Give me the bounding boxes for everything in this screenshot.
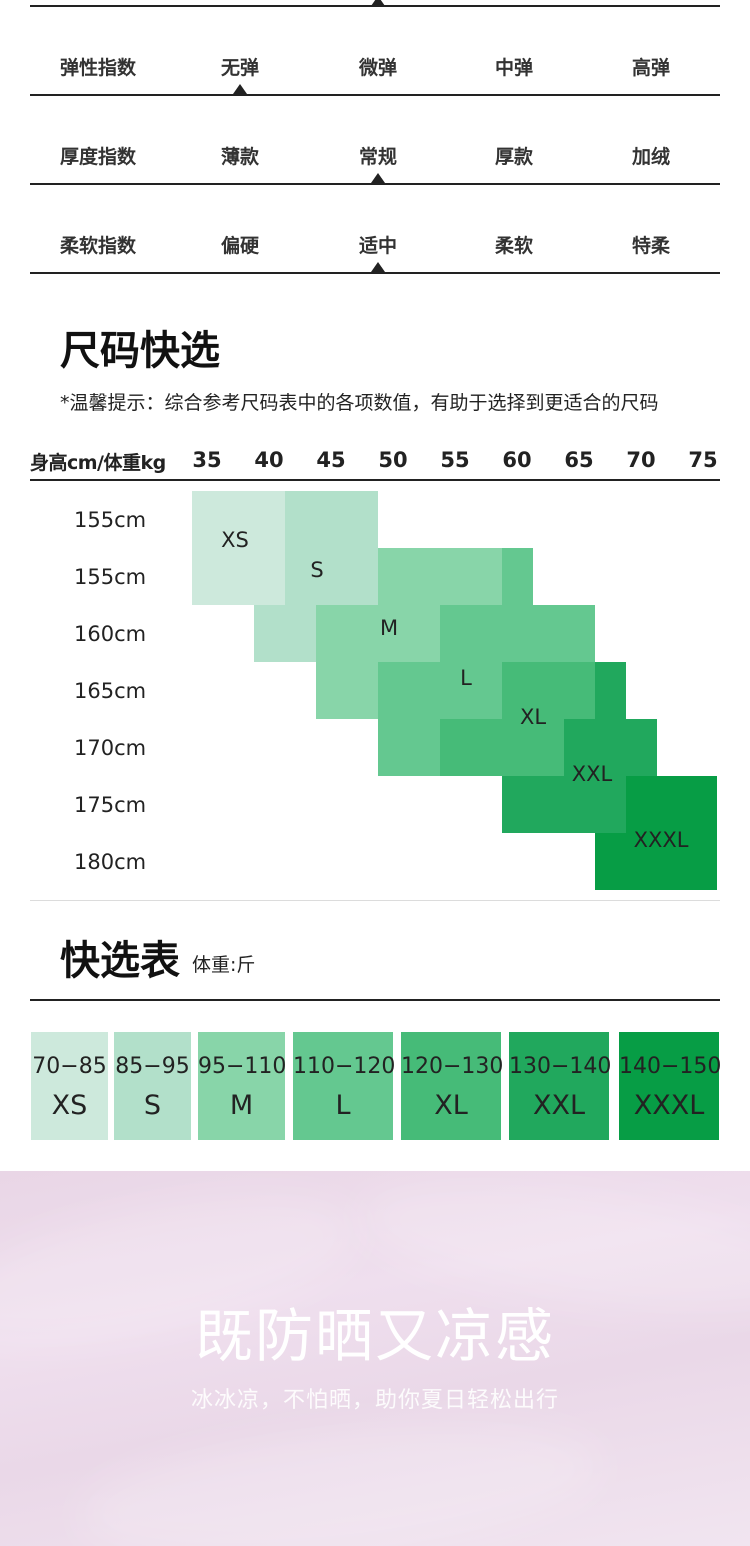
size-label-xxl: XXL xyxy=(571,762,613,786)
weight-header: 65 xyxy=(564,448,594,472)
size-block-l xyxy=(502,548,533,605)
softness-marker xyxy=(371,262,385,272)
weight-header: 55 xyxy=(440,448,470,472)
thickness-label: 厚度指数 xyxy=(60,146,137,168)
quick-card-l: 110−120 L xyxy=(293,1032,396,1140)
size-label-s: S xyxy=(310,558,324,582)
elasticity-option: 无弹 xyxy=(220,57,260,79)
top-divider xyxy=(30,5,720,7)
size-block-m xyxy=(378,548,502,605)
quick-card-range: 70−85 xyxy=(32,1054,107,1079)
quick-card-xs: 70−85 XS xyxy=(31,1032,108,1140)
fabric-texture xyxy=(75,1404,605,1546)
weight-header: 35 xyxy=(192,448,222,472)
thickness-marker xyxy=(371,173,385,183)
quick-card-range: 120−130 xyxy=(401,1054,504,1079)
size-block-l xyxy=(440,605,595,662)
size-quick-select-title: 尺码快选 xyxy=(60,328,220,374)
quick-table-divider xyxy=(30,999,720,1001)
thickness-divider xyxy=(30,183,720,185)
weight-header: 50 xyxy=(378,448,408,472)
height-label: 160cm xyxy=(74,622,147,646)
elasticity-divider xyxy=(30,94,720,96)
quick-table-title: 快选表 xyxy=(60,938,180,984)
size-block-xxxl xyxy=(626,776,717,833)
height-label: 175cm xyxy=(74,793,147,817)
size-block-xs xyxy=(192,491,285,605)
weight-header: 70 xyxy=(626,448,656,472)
quick-card-size: XXL xyxy=(532,1090,586,1121)
weight-header: 60 xyxy=(502,448,532,472)
softness-label: 柔软指数 xyxy=(60,235,137,257)
size-table-header-label: 身高cm/体重kg xyxy=(30,452,166,474)
size-label-xl: XL xyxy=(519,705,547,729)
elasticity-option: 中弹 xyxy=(494,57,534,79)
size-block-xxl xyxy=(595,662,626,719)
elasticity-label: 弹性指数 xyxy=(60,57,137,79)
quick-card-range: 140−150 xyxy=(619,1054,722,1079)
softness-option: 柔软 xyxy=(494,235,534,257)
size-table-bottom-divider xyxy=(30,900,720,901)
thickness-option: 厚款 xyxy=(494,146,534,168)
thickness-option: 常规 xyxy=(358,146,398,168)
quick-card-size: S xyxy=(143,1090,162,1121)
weight-header: 40 xyxy=(254,448,284,472)
quick-card-size: XL xyxy=(434,1090,468,1121)
quick-card-xl: 120−130 XL xyxy=(401,1032,504,1140)
top-indicator-marker xyxy=(371,0,385,6)
quick-card-xxxl: 140−150 XXXL xyxy=(619,1032,722,1140)
quick-card-range: 130−140 xyxy=(509,1054,612,1079)
size-label-xxxl: XXXL xyxy=(633,828,689,852)
banner-headline: 既防晒又凉感 xyxy=(194,1302,555,1370)
size-block-xxl xyxy=(502,776,626,833)
quick-card-m: 95−110 M xyxy=(198,1032,287,1140)
height-label: 165cm xyxy=(74,679,147,703)
quick-card-s: 85−95 S xyxy=(114,1032,191,1140)
height-label: 170cm xyxy=(74,736,147,760)
quick-table-unit: 体重:斤 xyxy=(192,954,256,976)
quick-card-size: M xyxy=(229,1090,254,1121)
size-label-m: M xyxy=(379,616,399,640)
height-label: 155cm xyxy=(74,565,147,589)
quick-card-size: XXXL xyxy=(633,1090,705,1121)
size-block-s xyxy=(254,605,316,662)
size-block-xxxl xyxy=(595,833,717,890)
size-label-l: L xyxy=(460,666,472,690)
quick-card-xxl: 130−140 XXL xyxy=(509,1032,612,1140)
elasticity-option: 微弹 xyxy=(358,57,398,79)
size-hint-text: *温馨提示：综合参考尺码表中的各项数值，有助于选择到更适合的尺码 xyxy=(60,392,659,414)
quick-card-size: XS xyxy=(51,1090,88,1121)
size-label-xs: XS xyxy=(221,528,249,552)
height-label: 155cm xyxy=(74,508,147,532)
thickness-option: 加绒 xyxy=(631,146,671,168)
banner-subline: 冰冰凉，不怕晒，助你夏日轻松出行 xyxy=(190,1388,559,1413)
softness-divider xyxy=(30,272,720,274)
elasticity-marker xyxy=(233,84,247,94)
softness-option: 偏硬 xyxy=(220,235,260,257)
weight-header: 45 xyxy=(316,448,346,472)
height-label: 180cm xyxy=(74,850,147,874)
quick-card-range: 95−110 xyxy=(198,1054,287,1079)
size-block-s xyxy=(285,491,378,605)
size-block-xxl xyxy=(564,719,657,776)
size-block-xl xyxy=(440,719,564,776)
quick-card-size: L xyxy=(335,1090,351,1121)
quick-card-range: 110−120 xyxy=(293,1054,396,1079)
weight-header: 75 xyxy=(688,448,718,472)
elasticity-option: 高弹 xyxy=(631,57,671,79)
softness-option: 特柔 xyxy=(631,235,671,257)
quick-card-range: 85−95 xyxy=(115,1054,190,1079)
thickness-option: 薄款 xyxy=(220,146,260,168)
promo-banner: 既防晒又凉感 冰冰凉，不怕晒，助你夏日轻松出行 xyxy=(0,1171,750,1546)
softness-option: 适中 xyxy=(358,235,398,257)
size-table-header-divider xyxy=(30,479,720,481)
